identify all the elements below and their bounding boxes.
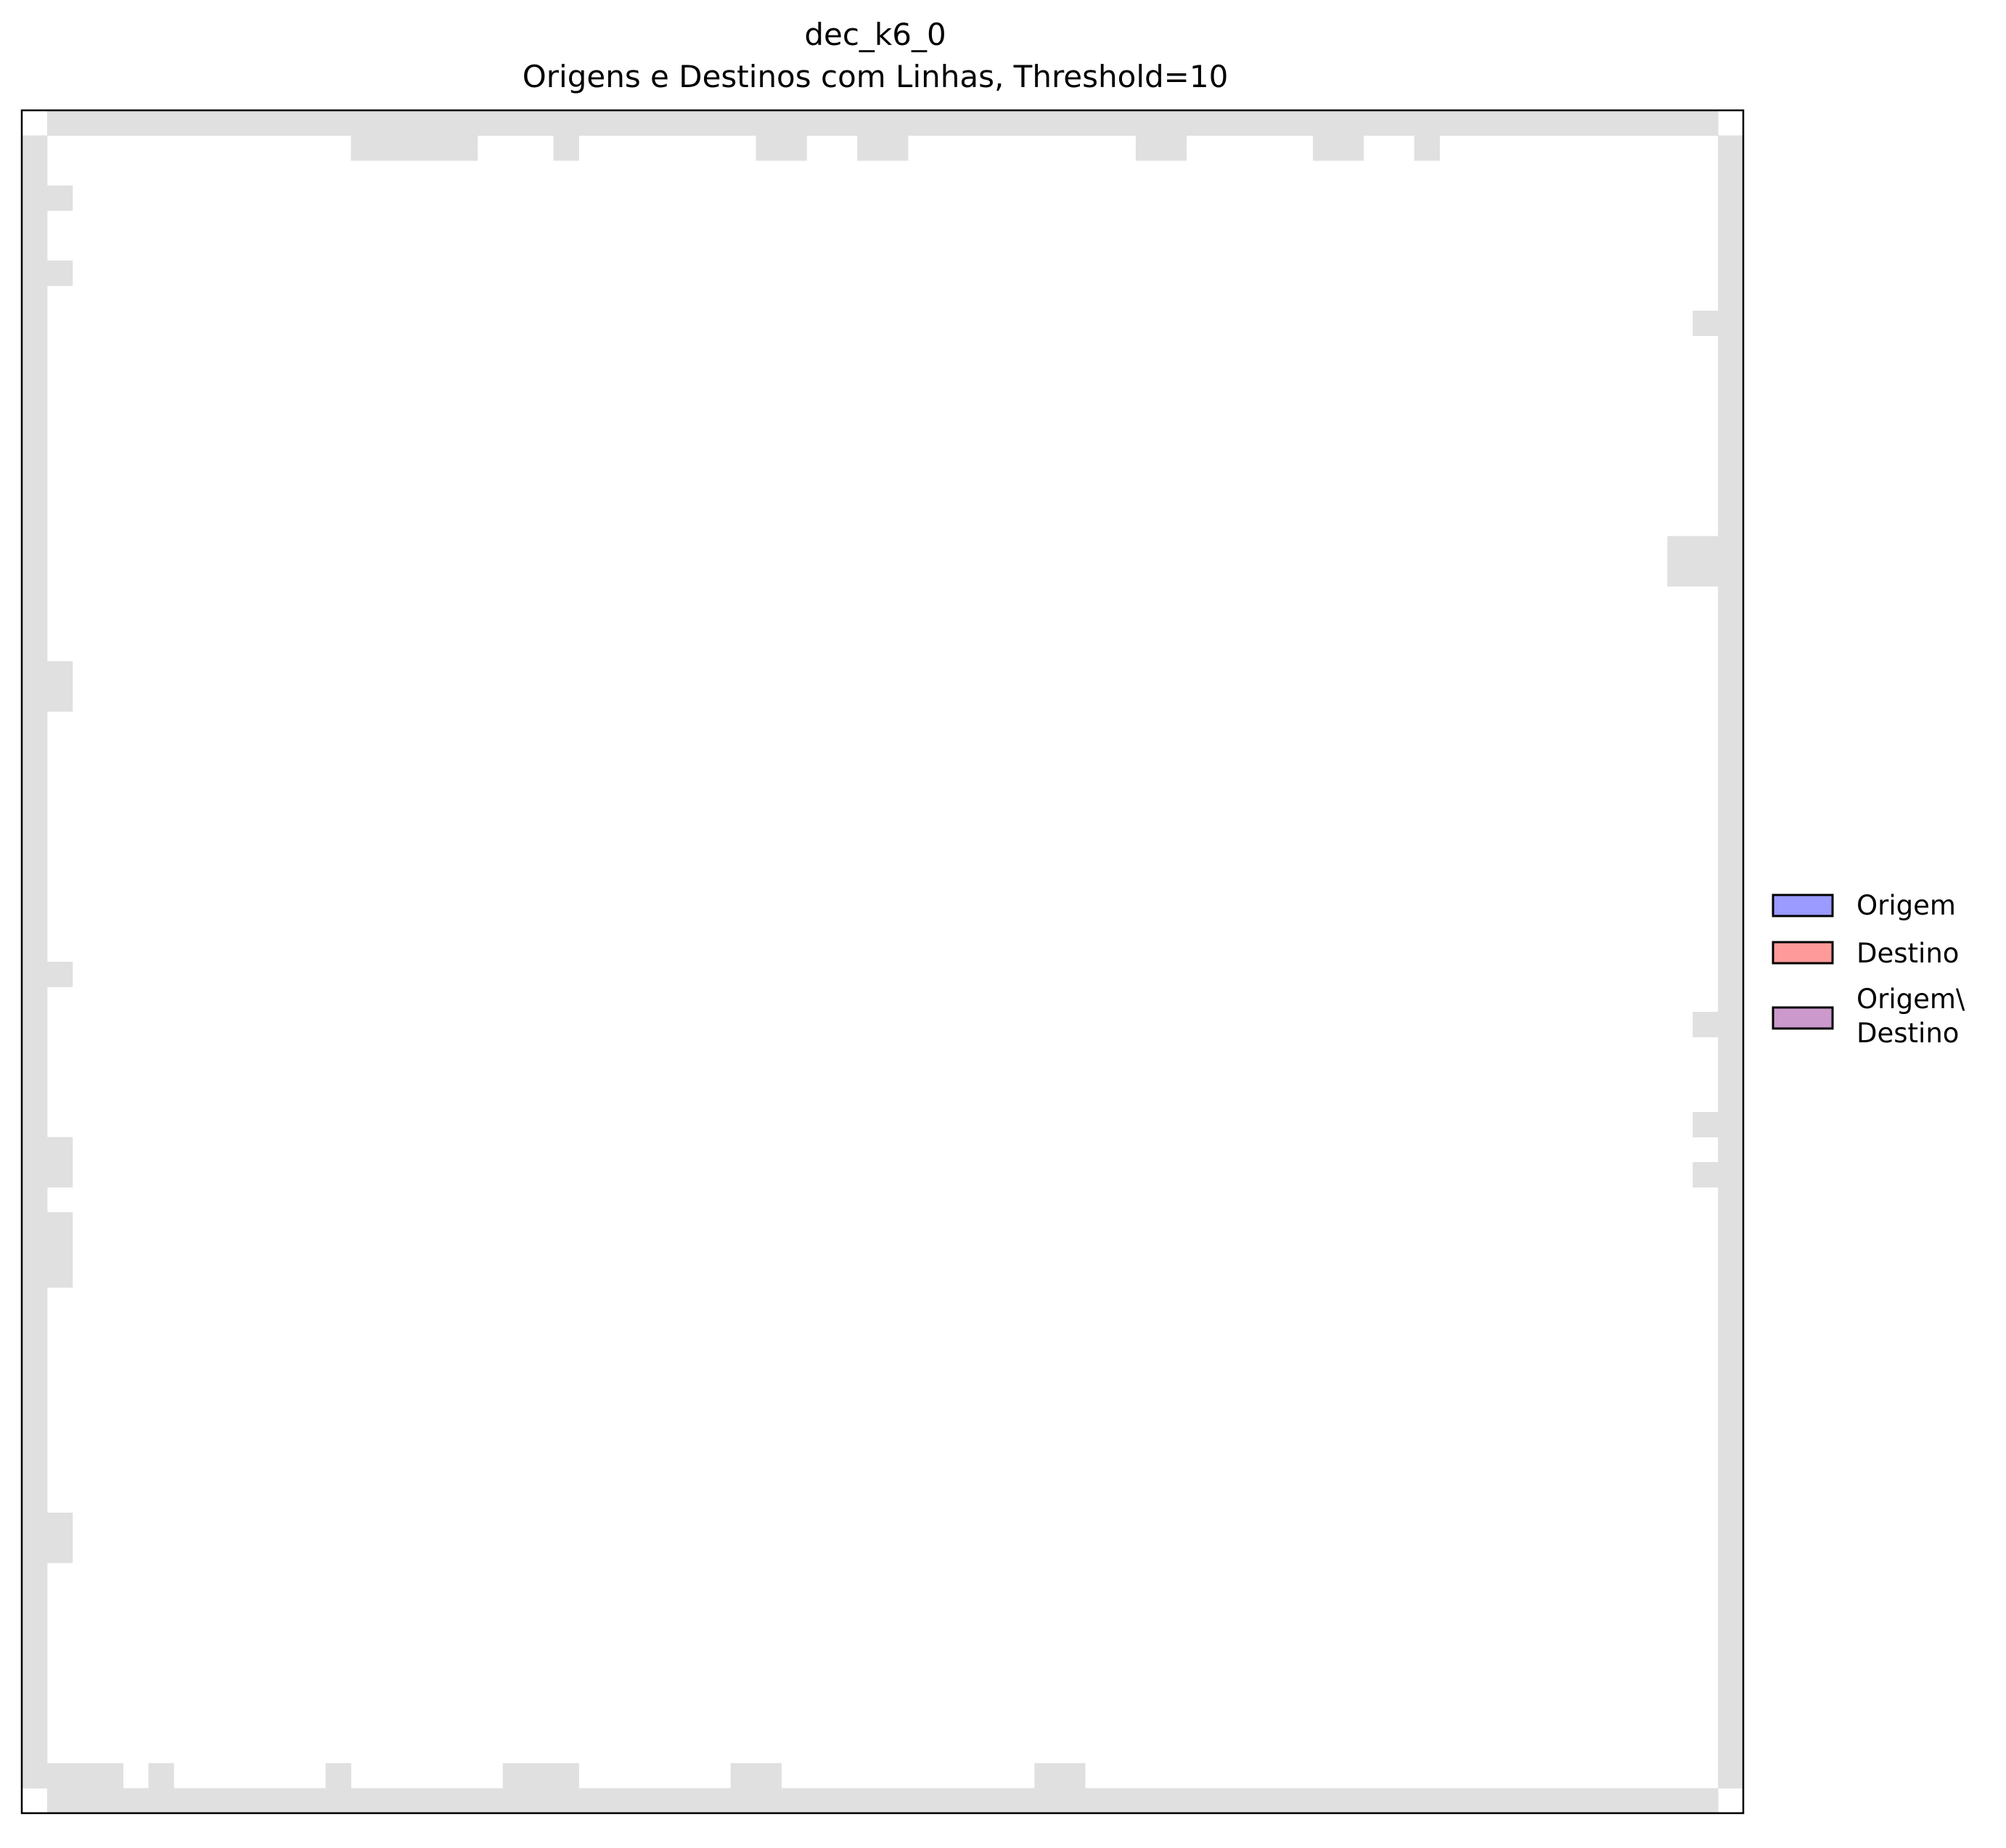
wall-cell — [46, 661, 73, 712]
chart-title: dec_k6_0 — [804, 17, 946, 52]
wall-cell — [1414, 135, 1440, 161]
legend-entry-origem-destino: Origem\ Destino — [1772, 984, 1965, 1049]
plot-area — [20, 109, 1745, 1815]
legend-swatch-destino — [1772, 941, 1834, 965]
wall-cell — [46, 1763, 124, 1788]
legend: Origem Destino Origem\ Destino — [1772, 890, 1965, 1049]
legend-entry-destino: Destino — [1772, 938, 1959, 969]
legend-swatch-origem — [1772, 894, 1834, 917]
legend-swatch-origem-destino — [1772, 1006, 1834, 1030]
wall-cell — [1692, 1012, 1719, 1037]
wall-cell — [46, 1137, 73, 1187]
wall-cell — [1692, 1162, 1719, 1187]
wall-cell — [756, 135, 807, 161]
wall-cell — [1692, 311, 1719, 336]
chart-subtitle: Origens e Destinos com Linhas, Threshold… — [523, 59, 1229, 94]
wall-cell — [148, 1763, 174, 1788]
wall-cell — [46, 1212, 73, 1288]
wall-cell — [351, 135, 478, 161]
wall-cell — [502, 1763, 579, 1788]
wall-cell — [1692, 1112, 1719, 1137]
wall-cell — [553, 135, 579, 161]
wall-cell — [22, 135, 48, 1788]
wall-cell — [46, 185, 73, 211]
legend-label-destino: Destino — [1856, 938, 1959, 969]
wall-cell — [46, 110, 1719, 136]
wall-cell — [325, 1763, 351, 1788]
wall-cell — [857, 135, 909, 161]
grid-cells — [22, 110, 1744, 1814]
legend-label-origem: Origem — [1856, 890, 1956, 921]
plot-frame — [20, 109, 1745, 1815]
wall-cell — [730, 1763, 782, 1788]
plot-background — [22, 110, 1743, 1813]
wall-cell — [46, 1788, 1719, 1814]
legend-label-origem-destino-line2: Destino — [1856, 1018, 1959, 1049]
wall-cell — [1034, 1763, 1086, 1788]
wall-cell — [46, 1513, 73, 1563]
legend-label-origem-destino-line1: Origem\ — [1856, 984, 1965, 1015]
wall-cell — [1667, 536, 1719, 586]
wall-cell — [46, 261, 73, 286]
wall-cell — [1313, 135, 1364, 161]
wall-cell — [1718, 135, 1744, 1788]
legend-entry-origem: Origem — [1772, 890, 1956, 921]
wall-cell — [1135, 135, 1187, 161]
wall-cell — [46, 962, 73, 987]
